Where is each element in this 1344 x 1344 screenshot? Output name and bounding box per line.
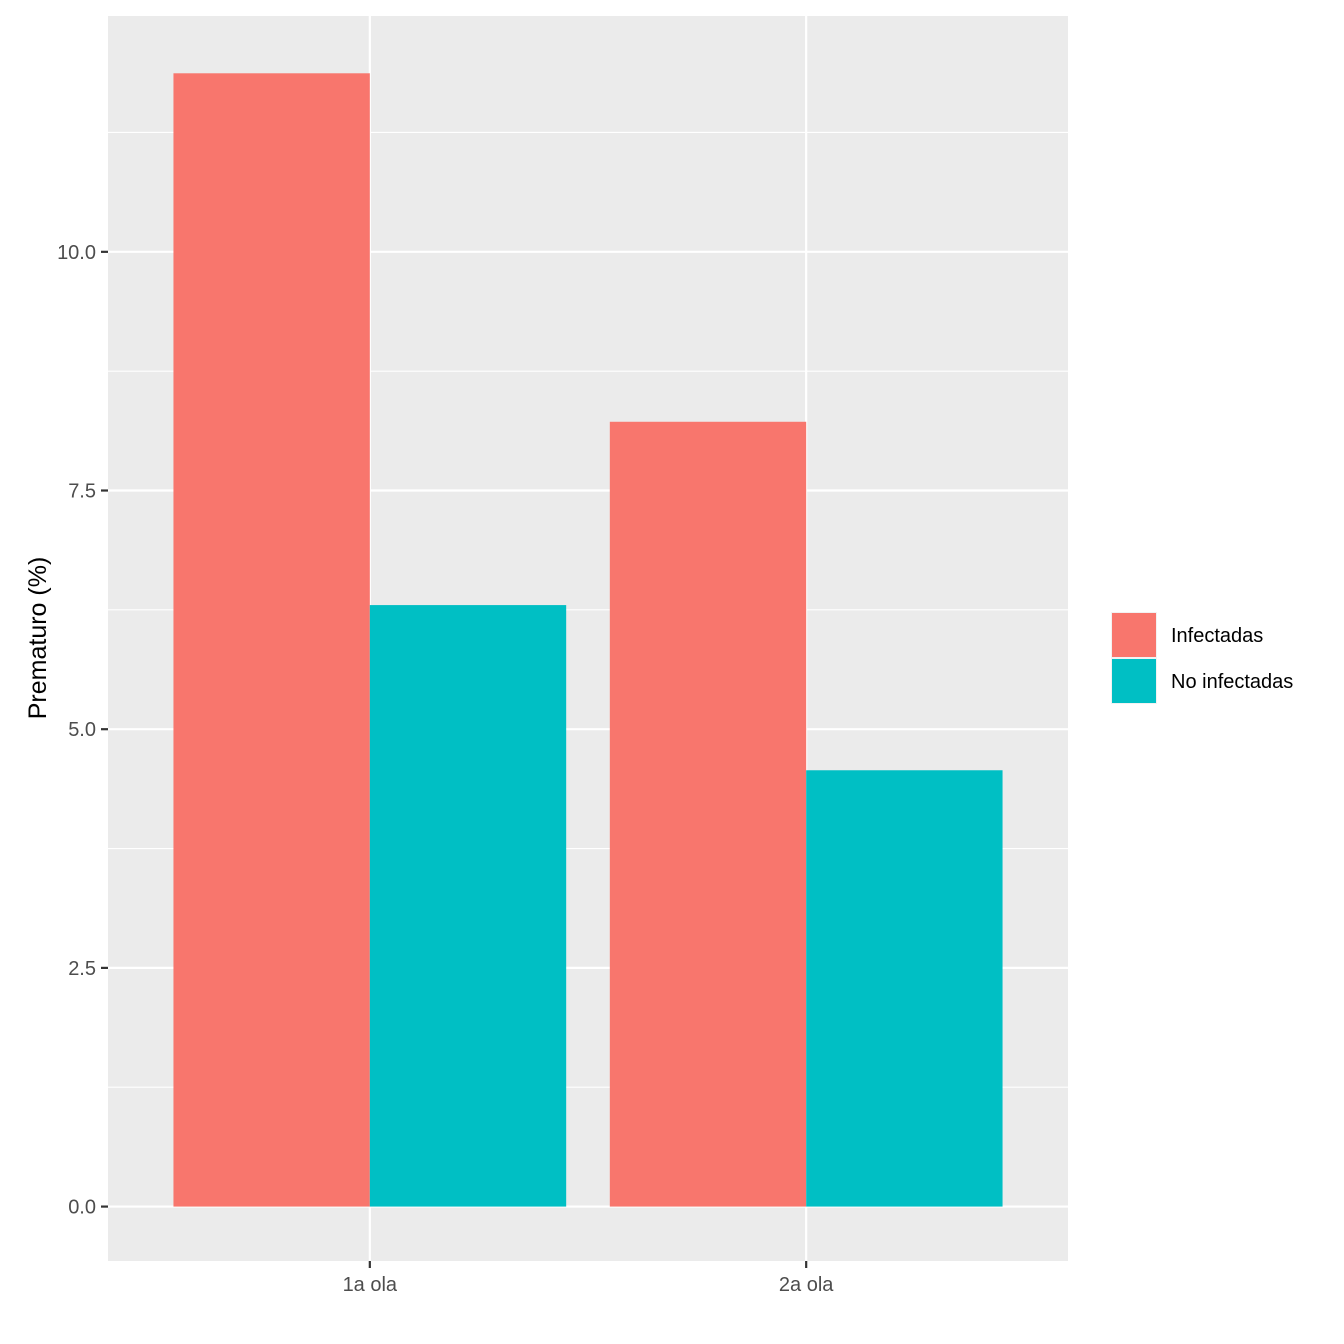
legend-swatch xyxy=(1112,613,1156,657)
bars xyxy=(173,73,1003,1207)
x-tick-label: 1a ola xyxy=(343,1274,398,1296)
y-tick-label: 10.0 xyxy=(57,242,96,264)
bar-infectadas xyxy=(173,73,370,1207)
x-axis: 1a ola 2a ola xyxy=(343,1261,834,1296)
legend: Infectadas No infectadas xyxy=(1111,612,1293,704)
y-tick-label: 7.5 xyxy=(68,481,96,503)
bar-no-infectadas xyxy=(806,770,1003,1207)
y-axis: 0.0 2.5 5.0 7.5 10.0 xyxy=(57,242,108,1219)
y-tick-label: 0.0 xyxy=(68,1197,96,1219)
bar-no-infectadas xyxy=(369,605,567,1207)
y-axis-title: Prematuro (%) xyxy=(24,557,52,720)
x-tick-label: 2a ola xyxy=(779,1274,834,1296)
legend-swatch xyxy=(1112,659,1156,703)
y-tick-label: 5.0 xyxy=(68,719,96,741)
y-tick-label: 2.5 xyxy=(68,958,96,980)
bar-infectadas xyxy=(609,421,807,1207)
legend-label: No infectadas xyxy=(1171,671,1293,693)
legend-label: Infectadas xyxy=(1171,625,1263,647)
